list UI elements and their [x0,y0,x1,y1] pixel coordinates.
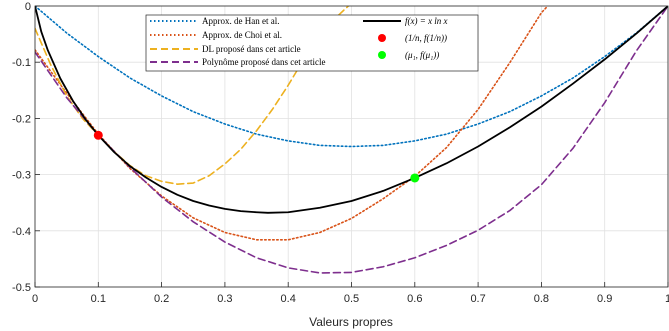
legend-label-han: Approx. de Han et al. [202,16,279,26]
series-line-approx-de-han-et-al [35,6,668,148]
x-tick-label: 1 [665,293,669,305]
y-tick-label: -0.1 [12,57,31,69]
x-axis: 0 0.1 0.2 0.3 0.4 0.5 0.6 0.7 0.8 0.9 1 [32,282,669,305]
x-tick-label: 0.2 [154,293,169,305]
x-tick-label: 0.9 [597,293,612,305]
marker-point-inverse-n [93,130,103,140]
legend-label-choi: Approx. de Choi et al. [202,30,282,40]
x-tick-label: 0 [32,293,38,305]
series-line-polyn-me-propos-dans-cet-article [35,6,668,274]
x-axis-label: Valeurs propres [309,315,393,329]
y-tick-label: -0.4 [12,226,31,238]
series-line-f-x-x-ln-x [35,6,668,214]
y-axis: 0 -0.1 -0.2 -0.3 -0.4 -0.5 [12,1,40,294]
legend-marker-red [378,34,386,42]
x-tick-label: 0.8 [534,293,549,305]
y-tick-label: -0.5 [12,282,31,294]
legend-marker-green [378,51,386,59]
x-tick-label: 0.1 [91,293,106,305]
legend-box [145,14,479,72]
x-tick-label: 0.4 [281,293,296,305]
legend-label-red: (1/n, f(1/n)) [405,33,447,43]
legend: Approx. de Han et al. Approx. de Choi et… [145,14,479,72]
y-tick-label: -0.3 [12,170,31,182]
y-tick-label: 0 [25,1,31,13]
legend-label-dl: DL proposé dans cet article [202,44,301,54]
legend-label-green: (μ₁, f(μ₁)) [405,50,439,60]
marker-point-mu1 [410,173,420,183]
legend-label-f: f(x) = x ln x [405,16,448,26]
legend-label-poly: Polynôme proposé dans cet article [202,57,325,67]
marker-layer [93,130,420,183]
x-tick-label: 0.7 [470,293,485,305]
x-tick-label: 0.6 [407,293,422,305]
y-tick-label: -0.2 [12,113,31,125]
x-tick-label: 0.3 [217,293,232,305]
x-tick-label: 0.5 [344,293,359,305]
